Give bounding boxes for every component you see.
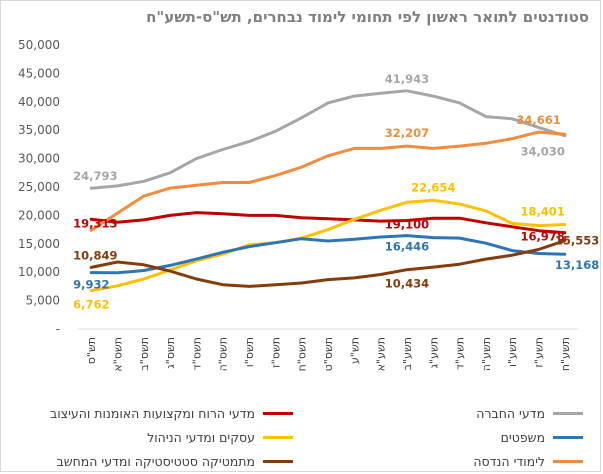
y-tick-label: 35,000 xyxy=(18,123,60,137)
y-tick-label: 5,000 xyxy=(26,294,60,308)
legend-label: עסקים ומדעי הניהול xyxy=(147,429,255,445)
y-tick-label: 50,000 xyxy=(18,38,60,52)
data-label: 15,553 xyxy=(555,234,599,248)
legend-label: לימודי הנדסה xyxy=(473,453,545,469)
data-label: 10,434 xyxy=(385,277,429,291)
x-tick-label: תשס"ד xyxy=(190,337,203,370)
legend-label: מתמטיקה סטטיסטיקה ומדעי המחשב xyxy=(56,453,255,469)
data-label: 34,661 xyxy=(516,113,560,127)
series-line-4 xyxy=(89,239,567,288)
legend-swatch xyxy=(553,411,583,415)
x-tick-label: תשס"ב xyxy=(138,337,151,371)
series-line-5 xyxy=(89,130,567,232)
x-tick-label: תשע"א xyxy=(375,337,388,371)
x-tick-label: תשס"א xyxy=(111,337,124,372)
y-tick-label: 25,000 xyxy=(18,180,60,194)
legend-item: מתמטיקה סטטיסטיקה ומדעי המחשב xyxy=(57,450,293,472)
data-label: 16,446 xyxy=(385,240,429,254)
series-line-3 xyxy=(89,234,567,275)
x-tick-label: תשס"ג xyxy=(164,337,177,369)
x-axis: תש"ס תשס"א תשס"ב תשס"ג תשס"ד תשס"ה תשס"ו תשס"ז ת… xyxy=(78,328,578,372)
legend-swatch xyxy=(553,459,583,463)
series-line-0 xyxy=(89,211,567,235)
legend-label: משפטים xyxy=(500,429,545,445)
legend-swatch xyxy=(263,459,293,463)
data-label: 41,943 xyxy=(385,72,429,86)
x-tick-label: תשס"ט xyxy=(322,337,335,371)
legend-item: מדעי הרוח ומקצועות האומנות והעיצוב xyxy=(50,402,293,424)
x-tick-label: תשע"ד xyxy=(454,337,467,370)
x-tick-label: תשס"ח xyxy=(296,337,309,371)
x-tick-label: תשע"ו xyxy=(506,337,519,367)
legend-label: מדעי הרוח ומקצועות האומנות והעיצוב xyxy=(50,405,255,421)
data-label: 13,168 xyxy=(555,258,599,272)
data-labels: 19,313 19,100 16,978 24,793 41,943 34,030 6,76… xyxy=(73,72,599,312)
data-label: 10,849 xyxy=(73,248,117,262)
y-tick-label: 20,000 xyxy=(18,208,60,222)
x-tick-label: תש"ע xyxy=(348,337,361,364)
data-label: 32,207 xyxy=(385,126,429,140)
y-tick-label: 30,000 xyxy=(18,152,60,166)
legend: מדעי הרוח ומקצועות האומנות והעיצוב מדעי ה… xyxy=(0,396,603,474)
x-tick-label: תשס"ה xyxy=(217,337,230,371)
legend-label: מדעי החברה xyxy=(476,405,545,421)
series-line-1 xyxy=(89,89,567,190)
x-tick-label: תשע"ג xyxy=(427,337,440,369)
legend-item: לימודי הנדסה xyxy=(473,450,583,472)
x-tick-label: תשע"ז xyxy=(533,337,546,368)
legend-swatch xyxy=(263,435,293,439)
x-tick-label: תשס"ו xyxy=(243,337,256,367)
legend-item: משפטים xyxy=(501,426,583,448)
x-tick-label: תשע"ה xyxy=(480,337,493,371)
y-axis: - 5,000 10,000 15,000 20,000 25,000 30,000 35,0… xyxy=(18,38,60,336)
y-tick-label: 15,000 xyxy=(18,237,60,251)
legend-swatch xyxy=(263,411,293,415)
data-label: 16,978 xyxy=(520,230,564,244)
y-tick-label: 45,000 xyxy=(18,66,60,80)
x-tick-label: תשע"ב xyxy=(401,337,414,370)
legend-swatch xyxy=(553,435,583,439)
data-label: 9,932 xyxy=(73,278,109,292)
x-tick-label: תשע"ח xyxy=(559,337,572,371)
data-label: 19,100 xyxy=(385,218,429,232)
y-tick-label: 40,000 xyxy=(18,95,60,109)
data-label: 22,654 xyxy=(411,180,455,194)
series-lines xyxy=(89,89,567,293)
legend-item: עסקים ומדעי הניהול xyxy=(147,426,293,448)
legend-item: מדעי החברה xyxy=(476,402,583,424)
data-label: 6,762 xyxy=(73,298,109,312)
y-tick-label: 10,000 xyxy=(18,265,60,279)
data-label: 24,793 xyxy=(73,169,117,183)
data-label: 19,313 xyxy=(73,216,117,230)
x-tick-label: תשס"ז xyxy=(269,337,282,368)
x-tick-label: תש"ס xyxy=(85,337,98,364)
y-tick-label: - xyxy=(56,322,60,336)
data-label: 18,401 xyxy=(520,204,564,218)
data-label: 34,030 xyxy=(520,145,564,159)
chart-title: סטודנטים לתואר ראשון לפי תחומי לימוד נבח… xyxy=(146,8,589,26)
